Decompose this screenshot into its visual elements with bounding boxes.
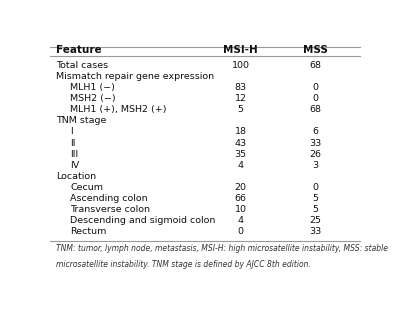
Text: 6: 6 (312, 128, 318, 137)
Text: 18: 18 (235, 128, 247, 137)
Text: 0: 0 (238, 227, 244, 236)
Text: 12: 12 (235, 94, 247, 103)
Text: 0: 0 (312, 94, 318, 103)
Text: MLH1 (+), MSH2 (+): MLH1 (+), MSH2 (+) (70, 105, 167, 114)
Text: Descending and sigmoid colon: Descending and sigmoid colon (70, 216, 216, 225)
Text: microsatellite instability. TNM stage is defined by AJCC 8th edition.: microsatellite instability. TNM stage is… (56, 260, 311, 269)
Text: I: I (70, 128, 73, 137)
Text: Transverse colon: Transverse colon (70, 205, 150, 214)
Text: 100: 100 (232, 61, 250, 70)
Text: 3: 3 (312, 161, 318, 170)
Text: 26: 26 (309, 150, 321, 159)
Text: Location: Location (56, 172, 96, 181)
Text: 20: 20 (235, 183, 247, 192)
Text: Rectum: Rectum (70, 227, 106, 236)
Text: Mismatch repair gene expression: Mismatch repair gene expression (56, 72, 214, 81)
Text: Total cases: Total cases (56, 61, 108, 70)
Text: 83: 83 (234, 83, 247, 92)
Text: 4: 4 (238, 216, 244, 225)
Text: 68: 68 (309, 61, 321, 70)
Text: II: II (70, 138, 76, 147)
Text: 5: 5 (312, 194, 318, 203)
Text: Cecum: Cecum (70, 183, 103, 192)
Text: TNM stage: TNM stage (56, 116, 106, 125)
Text: MLH1 (−): MLH1 (−) (70, 83, 115, 92)
Text: Ascending colon: Ascending colon (70, 194, 148, 203)
Text: 66: 66 (235, 194, 247, 203)
Text: 68: 68 (309, 105, 321, 114)
Text: 5: 5 (312, 205, 318, 214)
Text: Feature: Feature (56, 45, 102, 55)
Text: 25: 25 (309, 216, 321, 225)
Text: 33: 33 (309, 138, 321, 147)
Text: 0: 0 (312, 83, 318, 92)
Text: III: III (70, 150, 78, 159)
Text: MSH2 (−): MSH2 (−) (70, 94, 116, 103)
Text: 4: 4 (238, 161, 244, 170)
Text: MSI-H: MSI-H (223, 45, 258, 55)
Text: 35: 35 (234, 150, 247, 159)
Text: MSS: MSS (303, 45, 328, 55)
Text: 0: 0 (312, 183, 318, 192)
Text: 33: 33 (309, 227, 321, 236)
Text: TNM: tumor, lymph node, metastasis, MSI-H: high microsatellite instability, MSS:: TNM: tumor, lymph node, metastasis, MSI-… (56, 244, 388, 253)
Text: 10: 10 (235, 205, 247, 214)
Text: 43: 43 (234, 138, 247, 147)
Text: IV: IV (70, 161, 79, 170)
Text: 5: 5 (238, 105, 244, 114)
